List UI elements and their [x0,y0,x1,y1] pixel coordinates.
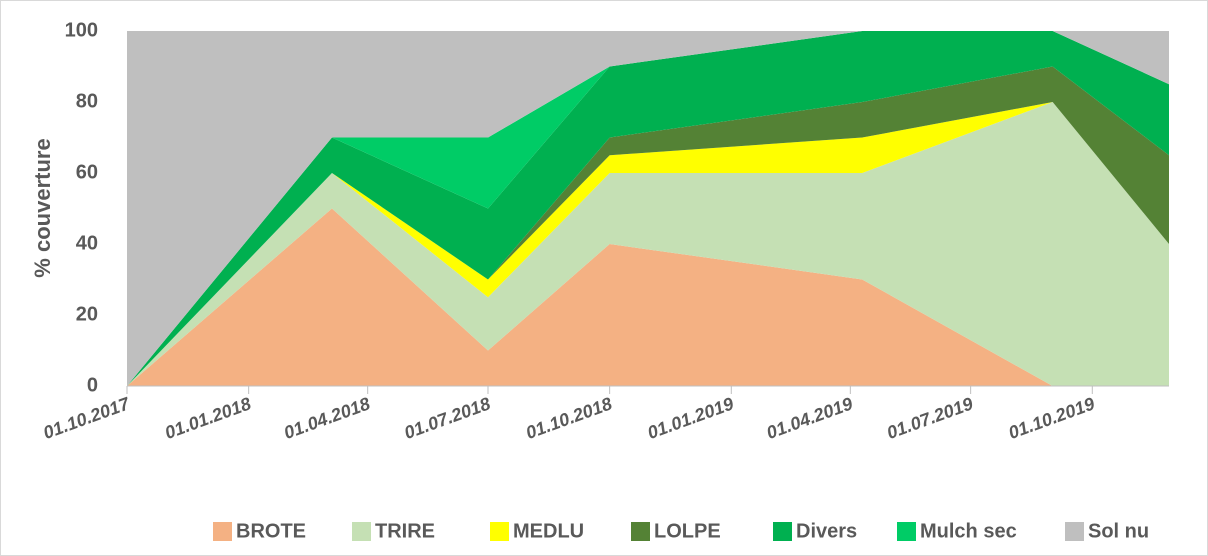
legend-label: Mulch sec [920,520,1017,542]
legend-swatch [773,522,792,541]
y-axis-title: % couverture [30,138,55,277]
legend-label: LOLPE [654,520,721,542]
legend-swatch [352,522,371,541]
legend-label: Sol nu [1088,520,1149,542]
y-tick-label: 100 [65,19,98,41]
area [127,208,1169,386]
area [127,66,1169,386]
y-tick-label: 20 [76,303,98,325]
area [127,31,1169,386]
y-tick-label: 60 [76,161,98,183]
legend-label: TRIRE [375,520,435,542]
legend-swatch [897,522,916,541]
legend-label: BROTE [236,520,306,542]
y-tick-label: 40 [76,232,98,254]
legend-label: Divers [796,520,857,542]
area [127,102,1169,386]
legend-swatch [213,522,232,541]
legend-swatch [490,522,509,541]
y-tick-label: 0 [87,374,98,396]
area [127,102,1169,386]
legend-label: MEDLU [513,520,584,542]
legend-swatch [1065,522,1084,541]
legend-swatch [631,522,650,541]
y-tick-label: 80 [76,90,98,112]
area [127,31,1169,386]
